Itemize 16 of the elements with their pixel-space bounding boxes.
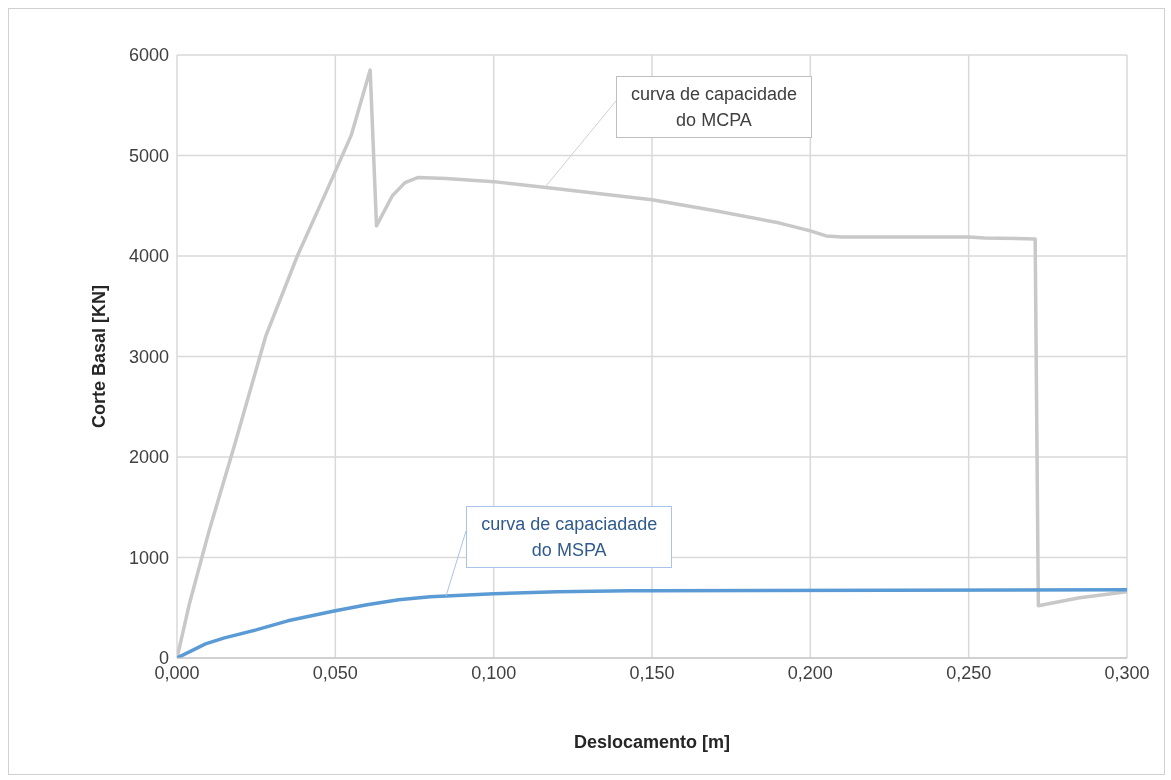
- y-tick-label: 2000: [128, 447, 169, 468]
- x-tick-label: 0,200: [787, 662, 833, 683]
- y-tick-label: 4000: [128, 246, 169, 267]
- y-tick-label: 5000: [128, 145, 169, 166]
- x-tick-label: 0,250: [946, 662, 992, 683]
- x-tick-label: 0,050: [312, 662, 358, 683]
- x-axis-title: Deslocamento [m]: [573, 732, 731, 752]
- x-tick-label: 0,150: [629, 662, 675, 683]
- y-tick-label: 1000: [128, 547, 169, 568]
- y-tick-label: 3000: [128, 346, 169, 367]
- annotation: curva de capacidade do MCPA: [615, 75, 813, 138]
- x-tick-label: 0,100: [471, 662, 517, 683]
- x-tick-label: 0,300: [1104, 662, 1150, 683]
- annotation: curva de capaciadade do MSPA: [466, 505, 673, 568]
- y-tick-label: 6000: [128, 45, 169, 66]
- y-axis-title: Corte Basal [KN]: [89, 284, 110, 429]
